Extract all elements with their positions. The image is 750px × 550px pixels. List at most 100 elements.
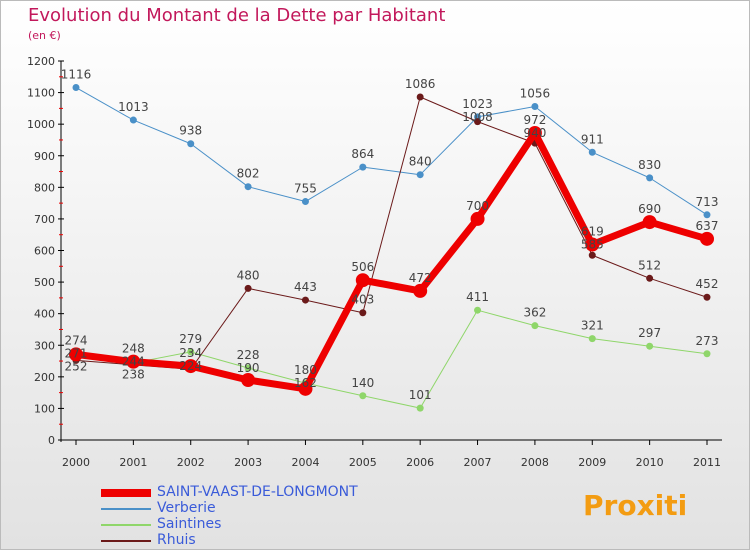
data-label: 248 — [122, 342, 145, 356]
data-point — [470, 211, 485, 226]
data-point — [416, 93, 424, 101]
data-label: 101 — [409, 388, 432, 402]
data-point — [359, 309, 367, 317]
data-point — [588, 251, 596, 259]
data-point — [642, 215, 657, 230]
x-tick-label: 2000 — [62, 456, 90, 469]
data-label: 637 — [696, 219, 719, 233]
data-label: 252 — [65, 359, 88, 373]
data-point — [244, 183, 252, 191]
x-tick-label: 2011 — [693, 456, 721, 469]
legend-swatch — [101, 523, 151, 526]
data-label: 297 — [638, 326, 661, 340]
data-label: 321 — [581, 319, 604, 333]
data-point — [646, 274, 654, 282]
x-tick-label: 2003 — [234, 456, 262, 469]
data-point — [72, 84, 80, 92]
data-point — [301, 198, 309, 206]
x-tick-label: 2005 — [349, 456, 377, 469]
data-label: 938 — [179, 124, 202, 138]
legend-label: Rhuis — [157, 532, 196, 548]
data-point — [298, 381, 313, 396]
data-label: 690 — [638, 202, 661, 216]
data-label: 224 — [179, 359, 202, 373]
data-point — [703, 350, 711, 358]
data-point — [588, 148, 596, 156]
data-label: 512 — [638, 258, 661, 272]
data-label: 506 — [351, 260, 374, 274]
data-label: 713 — [696, 195, 719, 209]
data-label: 1013 — [118, 100, 149, 114]
data-label: 362 — [523, 306, 546, 320]
data-label: 1116 — [61, 68, 92, 82]
data-point — [244, 284, 252, 292]
data-label: 279 — [179, 332, 202, 346]
data-point — [241, 372, 256, 387]
data-point — [588, 335, 596, 343]
data-point — [700, 231, 714, 246]
y-tick-label: 200 — [34, 371, 55, 384]
legend-label: Saintines — [157, 516, 222, 532]
data-point — [187, 348, 195, 356]
data-point — [187, 140, 195, 148]
x-tick-label: 2002 — [177, 456, 205, 469]
data-point — [129, 116, 137, 124]
data-label: 1008 — [462, 110, 493, 124]
data-label: 1056 — [520, 86, 551, 100]
data-point — [69, 347, 83, 362]
data-label: 238 — [122, 368, 145, 382]
data-label: 228 — [237, 348, 260, 362]
data-point — [585, 237, 600, 252]
data-label: 972 — [523, 113, 546, 127]
data-label: 274 — [65, 333, 88, 347]
data-label: 940 — [523, 126, 546, 140]
chart-title: Evolution du Montant de la Dette par Hab… — [28, 5, 446, 26]
legend-label: SAINT-VAAST-DE-LONGMONT — [157, 484, 358, 500]
data-point — [244, 364, 252, 372]
data-label: 244 — [122, 355, 145, 369]
data-label: 443 — [294, 280, 317, 294]
data-label: 411 — [466, 290, 489, 304]
y-tick-label: 0 — [48, 434, 55, 447]
data-point — [474, 118, 482, 126]
data-point — [355, 273, 370, 288]
data-label: 700 — [466, 199, 489, 213]
data-label: 140 — [351, 376, 374, 390]
legend-item-saintines: Saintines — [101, 517, 221, 532]
data-point — [416, 404, 424, 412]
x-tick-label: 2001 — [119, 456, 147, 469]
data-point — [474, 306, 482, 314]
data-label: 619 — [581, 224, 604, 238]
data-label: 452 — [696, 277, 719, 291]
x-tick-label: 2008 — [521, 456, 549, 469]
data-label: 472 — [409, 271, 432, 285]
data-label: 585 — [581, 237, 604, 251]
data-point — [646, 342, 654, 350]
legend-swatch — [101, 507, 151, 510]
y-tick-label: 300 — [34, 339, 55, 352]
data-label: 234 — [179, 346, 202, 360]
data-point — [183, 359, 198, 374]
x-tick-label: 2010 — [636, 456, 664, 469]
data-label: 802 — [237, 167, 260, 181]
y-tick-label: 1000 — [27, 118, 55, 131]
data-point — [703, 293, 711, 301]
chart-subtitle: (en €) — [28, 29, 61, 42]
y-tick-label: 500 — [34, 276, 55, 289]
data-label: 271 — [65, 346, 88, 360]
data-point — [531, 102, 539, 110]
data-point — [301, 296, 309, 304]
y-tick-label: 700 — [34, 213, 55, 226]
y-tick-label: 400 — [34, 308, 55, 321]
y-tick-label: 900 — [34, 150, 55, 163]
legend-item-verberie: Verberie — [101, 501, 216, 516]
legend-swatch — [101, 539, 151, 542]
data-label: 403 — [351, 293, 374, 307]
y-tick-label: 600 — [34, 245, 55, 258]
data-label: 911 — [581, 132, 604, 146]
data-label: 864 — [351, 147, 374, 161]
y-tick-label: 1100 — [27, 87, 55, 100]
data-point — [703, 211, 711, 219]
